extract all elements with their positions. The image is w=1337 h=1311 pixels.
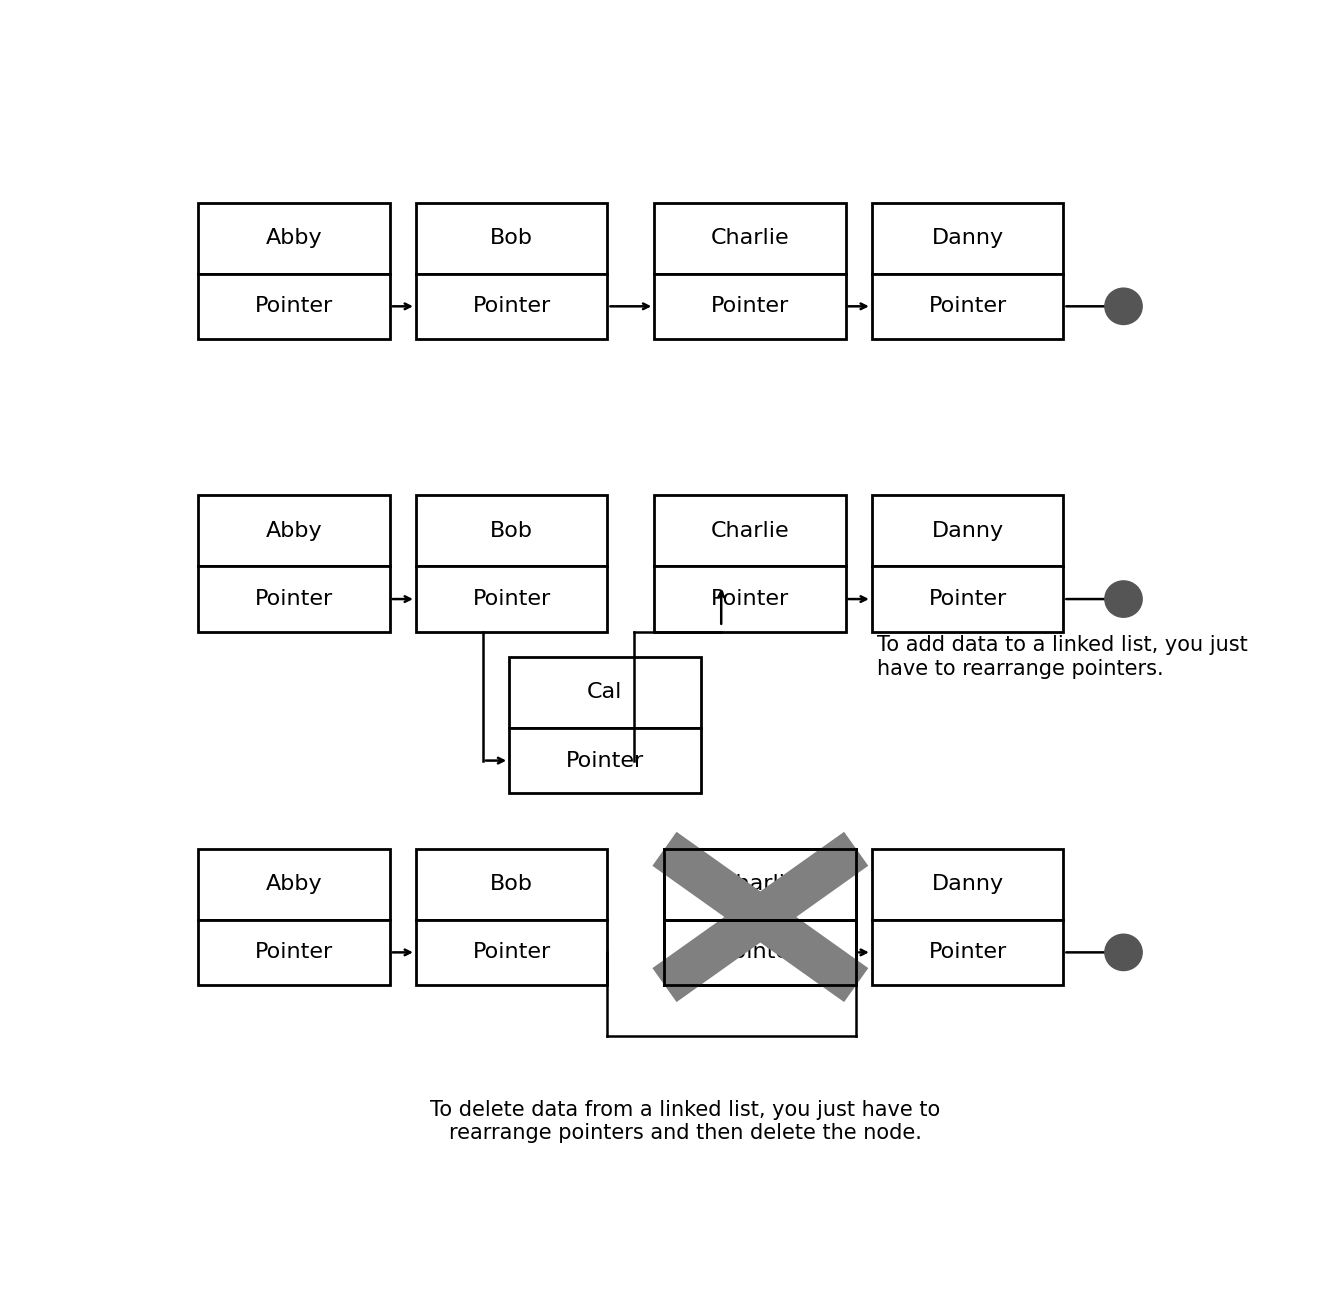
Text: Charlie: Charlie bbox=[711, 228, 789, 248]
Bar bbox=[509, 657, 701, 728]
Text: Charlie: Charlie bbox=[721, 874, 800, 894]
Text: Bob: Bob bbox=[491, 228, 533, 248]
Bar bbox=[416, 920, 607, 985]
Bar bbox=[872, 274, 1063, 340]
Text: Pointer: Pointer bbox=[255, 943, 333, 962]
Bar bbox=[664, 848, 856, 920]
Text: Pointer: Pointer bbox=[255, 296, 333, 316]
Text: To delete data from a linked list, you just have to
rearrange pointers and then : To delete data from a linked list, you j… bbox=[431, 1100, 940, 1143]
Bar bbox=[198, 496, 390, 566]
Text: Bob: Bob bbox=[491, 520, 533, 541]
Bar bbox=[872, 203, 1063, 274]
Bar bbox=[416, 848, 607, 920]
Text: Pointer: Pointer bbox=[928, 589, 1007, 610]
Bar bbox=[654, 496, 846, 566]
Text: Abby: Abby bbox=[266, 520, 322, 541]
Text: Abby: Abby bbox=[266, 228, 322, 248]
Bar bbox=[198, 920, 390, 985]
Text: Pointer: Pointer bbox=[928, 943, 1007, 962]
Text: Pointer: Pointer bbox=[566, 751, 644, 771]
Bar bbox=[664, 848, 856, 920]
Text: Charlie: Charlie bbox=[711, 520, 789, 541]
Bar bbox=[872, 920, 1063, 985]
Bar bbox=[198, 848, 390, 920]
Text: Danny: Danny bbox=[932, 874, 1004, 894]
Bar bbox=[416, 566, 607, 632]
Text: To add data to a linked list, you just
have to rearrange pointers.: To add data to a linked list, you just h… bbox=[877, 636, 1247, 679]
Text: Bob: Bob bbox=[491, 874, 533, 894]
Text: Pointer: Pointer bbox=[711, 589, 789, 610]
Text: Danny: Danny bbox=[932, 520, 1004, 541]
Bar bbox=[664, 920, 856, 985]
Text: Pointer: Pointer bbox=[472, 589, 551, 610]
Text: Abby: Abby bbox=[266, 874, 322, 894]
Bar bbox=[872, 848, 1063, 920]
Circle shape bbox=[1104, 288, 1142, 325]
Bar bbox=[198, 566, 390, 632]
Bar bbox=[509, 728, 701, 793]
Bar bbox=[416, 274, 607, 340]
Circle shape bbox=[1104, 935, 1142, 970]
Bar bbox=[198, 203, 390, 274]
Text: Danny: Danny bbox=[932, 228, 1004, 248]
Circle shape bbox=[1104, 581, 1142, 617]
Bar bbox=[872, 566, 1063, 632]
Text: Pointer: Pointer bbox=[928, 296, 1007, 316]
Text: Cal: Cal bbox=[587, 683, 623, 703]
Bar bbox=[872, 496, 1063, 566]
Bar bbox=[416, 203, 607, 274]
Bar bbox=[654, 566, 846, 632]
Bar bbox=[198, 274, 390, 340]
Text: Pointer: Pointer bbox=[711, 296, 789, 316]
Bar bbox=[664, 920, 856, 985]
Bar bbox=[654, 274, 846, 340]
Text: Pointer: Pointer bbox=[472, 943, 551, 962]
Text: Pointer: Pointer bbox=[255, 589, 333, 610]
Text: Pointer: Pointer bbox=[721, 943, 800, 962]
Text: Pointer: Pointer bbox=[472, 296, 551, 316]
Bar bbox=[654, 203, 846, 274]
Bar bbox=[416, 496, 607, 566]
